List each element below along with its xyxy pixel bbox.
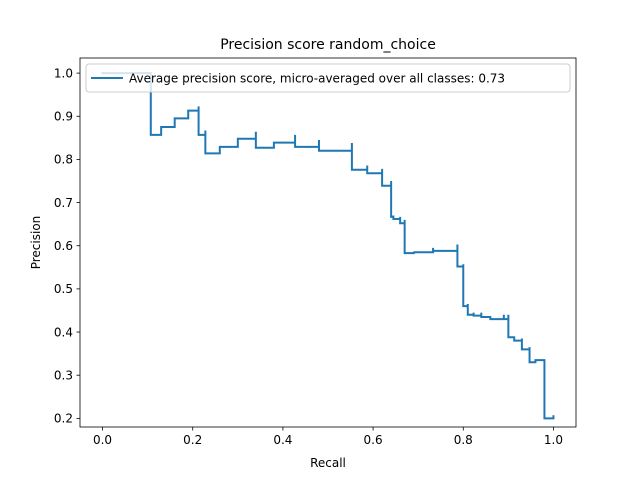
x-tick-label: 0.8 <box>454 433 473 447</box>
x-tick-label: 0.2 <box>183 433 202 447</box>
x-tick-label: 0.0 <box>93 433 112 447</box>
x-axis-ticks: 0.0 0.2 0.4 0.6 0.8 1.0 <box>93 427 563 447</box>
series-layer <box>101 72 555 420</box>
y-tick-label: 0.8 <box>54 153 73 167</box>
legend: Average precision score, micro-averaged … <box>85 63 571 93</box>
x-tick-label: 0.6 <box>364 433 383 447</box>
x-axis-label: Recall <box>310 456 346 470</box>
series-line-0 <box>101 72 555 420</box>
y-tick-label: 0.4 <box>54 325 73 339</box>
y-tick-label: 0.9 <box>54 110 73 124</box>
axes-frame <box>79 57 577 428</box>
y-tick-label: 0.3 <box>54 369 73 383</box>
y-tick-label: 0.6 <box>54 239 73 253</box>
legend-box <box>85 63 571 93</box>
x-tick-label: 1.0 <box>544 433 563 447</box>
plot-area: 0.0 0.2 0.4 0.6 0.8 1.0 0.2 0.3 0.4 0.5 0.6 0.7 0.8… <box>54 57 577 447</box>
y-axis-ticks: 0.2 0.3 0.4 0.5 0.6 0.7 0.8 0.9 1.0 <box>54 66 80 426</box>
legend-label: Average precision score, micro-averaged … <box>129 72 505 86</box>
y-tick-label: 0.5 <box>54 282 73 296</box>
y-axis-label: Precision <box>29 216 43 270</box>
x-tick-label: 0.4 <box>273 433 292 447</box>
chart-title: Precision score random_choice <box>220 37 436 53</box>
y-tick-label: 1.0 <box>54 66 73 80</box>
y-tick-label: 0.2 <box>54 412 73 426</box>
y-tick-label: 0.7 <box>54 196 73 210</box>
